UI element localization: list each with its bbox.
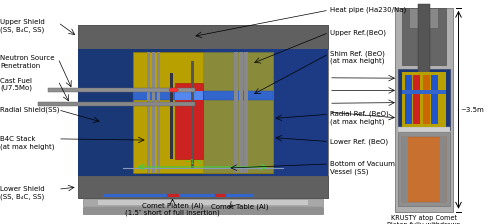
Text: Cast Fuel: Cast Fuel <box>0 78 32 84</box>
Bar <box>398 127 450 132</box>
Bar <box>402 137 407 202</box>
Circle shape <box>169 88 178 92</box>
Bar <box>395 8 452 212</box>
Bar <box>402 72 446 127</box>
Text: Lower Ref. (BeO): Lower Ref. (BeO) <box>330 138 388 145</box>
Bar <box>98 200 308 205</box>
Bar <box>234 52 238 173</box>
Bar <box>440 137 446 202</box>
Bar <box>132 90 272 100</box>
Bar <box>240 52 243 173</box>
Bar <box>202 52 272 173</box>
Bar <box>418 4 430 73</box>
Text: (U7.5Mo): (U7.5Mo) <box>0 85 32 91</box>
Bar <box>78 25 328 198</box>
Text: (SS, B₄C, SS): (SS, B₄C, SS) <box>0 26 45 33</box>
Bar <box>147 52 150 173</box>
Bar <box>78 25 328 49</box>
Bar <box>422 75 430 124</box>
Text: (at max height): (at max height) <box>330 58 384 65</box>
Bar <box>410 8 438 28</box>
Bar <box>38 102 195 106</box>
Text: Lower Shield: Lower Shield <box>0 186 45 192</box>
Bar <box>402 137 446 202</box>
Text: Heat pipe (Ha230/Na): Heat pipe (Ha230/Na) <box>330 7 406 13</box>
Text: ~1m: ~1m <box>184 159 201 165</box>
Bar <box>82 199 322 206</box>
Bar <box>398 132 450 206</box>
Bar <box>175 83 203 159</box>
Bar <box>202 49 328 176</box>
Bar <box>132 52 272 173</box>
Bar <box>48 88 195 92</box>
Text: B4C Stack: B4C Stack <box>0 136 36 142</box>
Text: (at max height): (at max height) <box>0 143 55 150</box>
Text: ~3.5m: ~3.5m <box>460 107 484 113</box>
Text: Upper Ref.(BeO): Upper Ref.(BeO) <box>330 29 386 36</box>
Text: Comet Platen (Al): Comet Platen (Al) <box>142 203 203 209</box>
Text: Vessel (SS): Vessel (SS) <box>330 168 368 175</box>
Text: Bottom of Vacuum: Bottom of Vacuum <box>330 161 395 167</box>
Text: (1.5″ short of full insertion): (1.5″ short of full insertion) <box>125 209 220 216</box>
Text: KRUSTY atop Comet
Platen fully withdrawn: KRUSTY atop Comet Platen fully withdrawn <box>387 215 460 224</box>
Bar <box>78 49 328 176</box>
Bar <box>82 207 322 214</box>
Bar <box>402 8 446 65</box>
Text: Radial Ref. (BeO): Radial Ref. (BeO) <box>330 111 389 118</box>
Text: Shim Ref. (BeO): Shim Ref. (BeO) <box>330 50 385 57</box>
Bar <box>175 90 203 100</box>
Text: Penetration: Penetration <box>0 63 41 69</box>
Bar <box>191 61 194 169</box>
Text: (SS, B₄C, SS): (SS, B₄C, SS) <box>0 193 45 200</box>
Text: Upper Shield: Upper Shield <box>0 19 45 25</box>
Bar <box>157 52 160 173</box>
Bar <box>78 176 328 198</box>
Bar <box>414 75 420 124</box>
Bar <box>152 52 155 173</box>
Text: Comet Table (Al): Comet Table (Al) <box>211 204 269 211</box>
Bar <box>430 75 438 124</box>
Bar <box>215 194 226 197</box>
Text: (at max height): (at max height) <box>330 118 384 125</box>
Text: Radial Shield(SS): Radial Shield(SS) <box>0 106 60 113</box>
Text: Neutron Source: Neutron Source <box>0 55 55 61</box>
Bar <box>402 90 446 94</box>
Bar <box>398 69 450 130</box>
Bar <box>244 52 248 173</box>
Bar <box>406 75 412 124</box>
Bar <box>168 194 178 197</box>
Bar <box>102 194 253 197</box>
Bar <box>170 73 173 159</box>
